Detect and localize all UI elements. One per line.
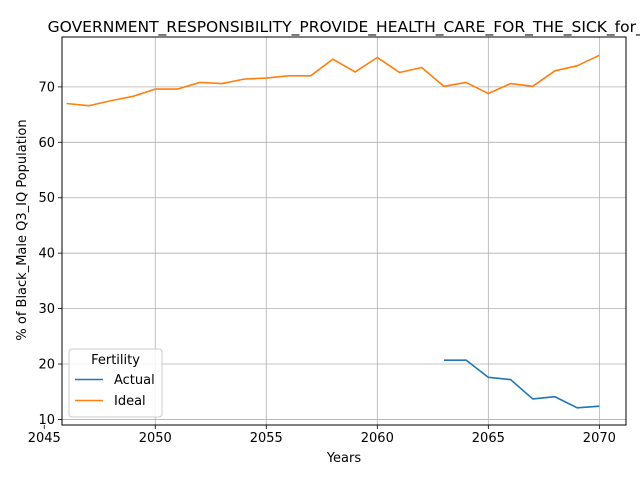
legend-label-actual: Actual	[114, 373, 155, 388]
plot-frame	[61, 36, 627, 426]
x-tick-label: 2050	[139, 431, 172, 446]
x-tick-label: 2045	[28, 431, 61, 446]
axis-ticks: 2045 2050 2055 2060 2065 2070 10 20 30 40 50 60 70	[28, 80, 616, 446]
series-line-actual	[443, 359, 600, 409]
y-tick-label: 70	[38, 80, 55, 95]
series-lines	[66, 54, 600, 409]
y-tick-label: 10	[38, 413, 55, 428]
x-axis-label: Years	[326, 451, 362, 466]
grid	[62, 37, 626, 425]
x-tick-label: 2070	[583, 431, 616, 446]
y-tick-label: 50	[38, 191, 55, 206]
chart-title: GOVERNMENT_RESPONSIBILITY_PROVIDE_HEALTH…	[48, 18, 640, 37]
x-tick-label: 2060	[361, 431, 394, 446]
y-tick-label: 30	[38, 302, 55, 317]
y-tick-label: 20	[38, 358, 55, 373]
legend-title: Fertility	[91, 353, 140, 368]
legend-label-ideal: Ideal	[114, 394, 146, 409]
y-tick-label: 40	[38, 247, 55, 262]
y-axis-label: % of Black_Male Q3_IQ Population	[15, 119, 30, 340]
x-tick-label: 2065	[472, 431, 505, 446]
legend: Fertility Actual Ideal	[68, 348, 163, 418]
x-tick-label: 2055	[250, 431, 283, 446]
y-tick-label: 60	[38, 136, 55, 151]
